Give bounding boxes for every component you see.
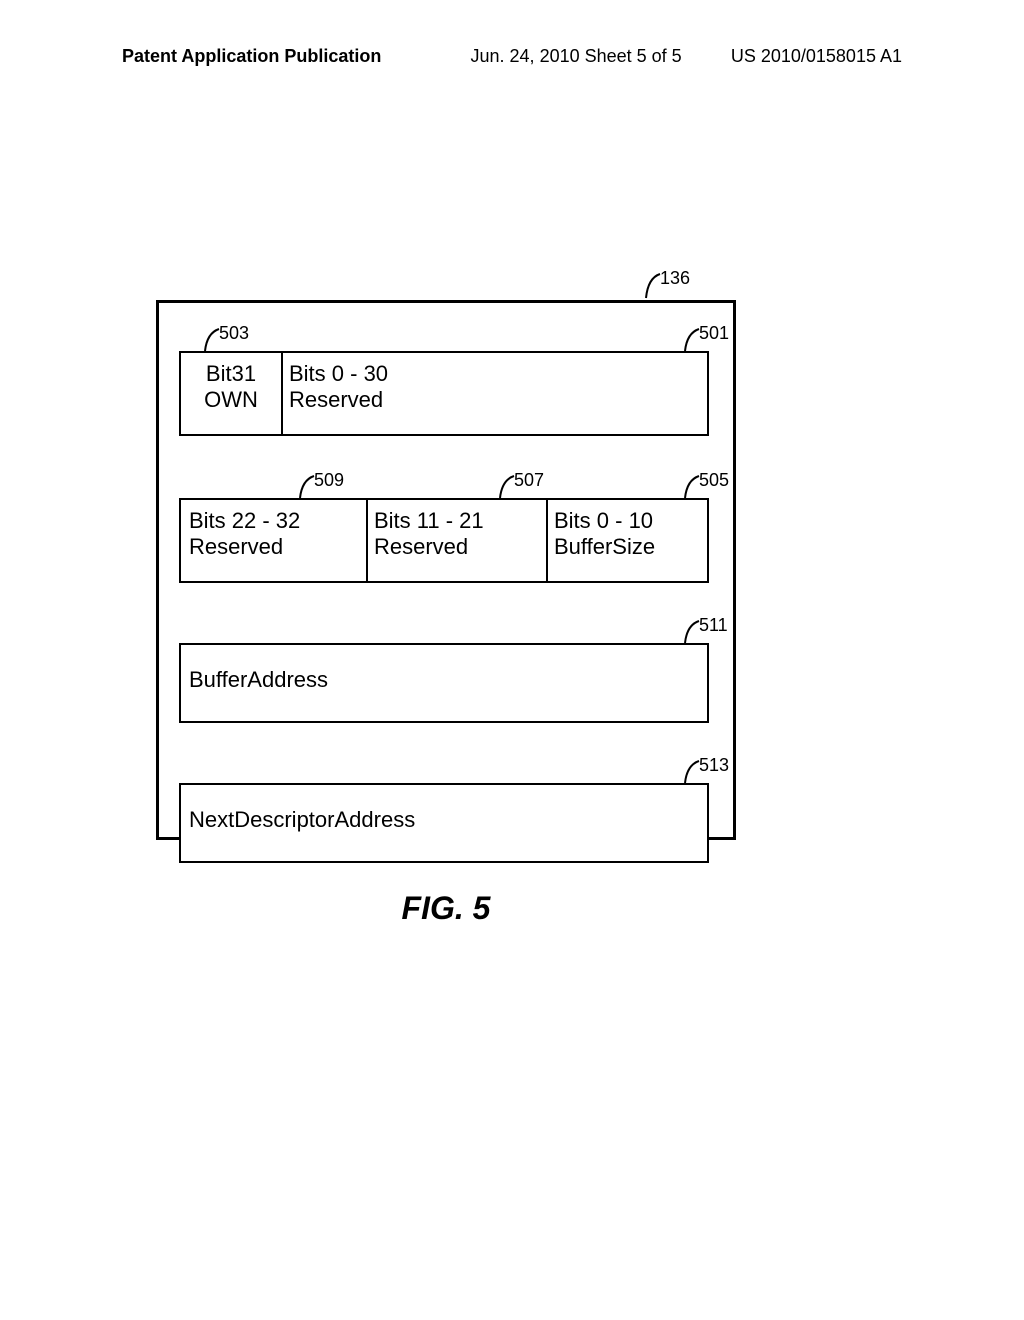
figure-caption: FIG. 5 — [156, 890, 736, 927]
ref-511: 511 — [699, 615, 728, 636]
cell-text: NextDescriptorAddress — [189, 807, 415, 832]
row-3: BufferAddress — [179, 643, 709, 723]
figure-5: 136 501 503 Bit31 OWN Bits 0 - 30 — [156, 300, 736, 840]
ref-503: 503 — [219, 323, 249, 344]
row-4: NextDescriptorAddress — [179, 783, 709, 863]
cell-bits0-30: Bits 0 - 30 Reserved — [281, 353, 711, 414]
ref-501: 501 — [699, 323, 729, 344]
cell-bits11-21: Bits 11 - 21 Reserved — [366, 500, 546, 561]
cell-text: Bits 22 - 32 — [189, 508, 300, 533]
page-header: Patent Application Publication Jun. 24, … — [0, 46, 1024, 67]
ref-136: 136 — [660, 268, 690, 289]
cell-text: Reserved — [189, 534, 283, 559]
ref-513: 513 — [699, 755, 729, 776]
ref-511-hook — [681, 619, 701, 645]
ref-509: 509 — [314, 470, 344, 491]
ref-136-hook — [642, 272, 662, 300]
ref-509-hook — [296, 474, 316, 500]
ref-505: 505 — [699, 470, 729, 491]
header-center: Jun. 24, 2010 Sheet 5 of 5 — [381, 46, 730, 67]
cell-bit31-own: Bit31 OWN — [181, 353, 281, 414]
cell-bufferaddress: BufferAddress — [181, 645, 711, 693]
ref-505-hook — [681, 474, 701, 500]
cell-text: BufferSize — [554, 534, 655, 559]
ref-513-hook — [681, 759, 701, 785]
cell-bits22-32: Bits 22 - 32 Reserved — [181, 500, 366, 561]
cell-text: Reserved — [374, 534, 468, 559]
row-2: Bits 22 - 32 Reserved Bits 11 - 21 Reser… — [179, 498, 709, 583]
cell-nextdescriptoraddress: NextDescriptorAddress — [181, 785, 711, 833]
cell-bits0-10: Bits 0 - 10 BufferSize — [546, 500, 711, 561]
cell-text: Bits 0 - 10 — [554, 508, 653, 533]
header-left: Patent Application Publication — [122, 46, 381, 67]
cell-text: Bits 0 - 30 — [289, 361, 388, 386]
header-right: US 2010/0158015 A1 — [731, 46, 902, 67]
cell-text: OWN — [204, 387, 258, 412]
descriptor-outer: 501 503 Bit31 OWN Bits 0 - 30 Reserved — [156, 300, 736, 840]
row-1: Bit31 OWN Bits 0 - 30 Reserved — [179, 351, 709, 436]
cell-text: Bit31 — [206, 361, 256, 386]
ref-503-hook — [201, 327, 221, 353]
ref-507: 507 — [514, 470, 544, 491]
header-row: Patent Application Publication Jun. 24, … — [122, 46, 902, 67]
ref-507-hook — [496, 474, 516, 500]
page: Patent Application Publication Jun. 24, … — [0, 0, 1024, 1320]
ref-501-hook — [681, 327, 701, 353]
cell-text: BufferAddress — [189, 667, 328, 692]
cell-text: Bits 11 - 21 — [374, 508, 484, 533]
cell-text: Reserved — [289, 387, 383, 412]
